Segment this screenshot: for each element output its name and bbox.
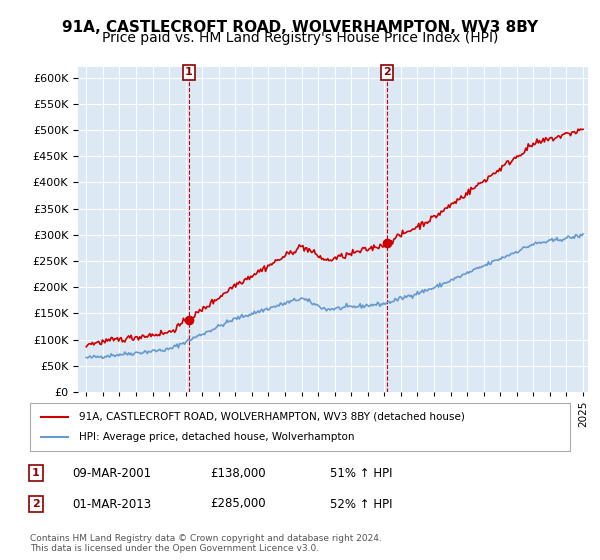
Text: Contains HM Land Registry data © Crown copyright and database right 2024.
This d: Contains HM Land Registry data © Crown c… (30, 534, 382, 553)
Text: £138,000: £138,000 (210, 466, 266, 480)
Text: 09-MAR-2001: 09-MAR-2001 (72, 466, 151, 480)
Text: £285,000: £285,000 (210, 497, 266, 511)
Text: 91A, CASTLECROFT ROAD, WOLVERHAMPTON, WV3 8BY: 91A, CASTLECROFT ROAD, WOLVERHAMPTON, WV… (62, 20, 538, 35)
FancyBboxPatch shape (30, 403, 570, 451)
Text: 2: 2 (383, 67, 391, 77)
Text: 2: 2 (32, 499, 40, 509)
Text: 1: 1 (185, 67, 193, 77)
Text: HPI: Average price, detached house, Wolverhampton: HPI: Average price, detached house, Wolv… (79, 432, 354, 442)
Text: Price paid vs. HM Land Registry's House Price Index (HPI): Price paid vs. HM Land Registry's House … (102, 31, 498, 45)
Text: 1: 1 (32, 468, 40, 478)
Text: 52% ↑ HPI: 52% ↑ HPI (330, 497, 392, 511)
Text: 51% ↑ HPI: 51% ↑ HPI (330, 466, 392, 480)
Text: 01-MAR-2013: 01-MAR-2013 (72, 497, 151, 511)
Text: 91A, CASTLECROFT ROAD, WOLVERHAMPTON, WV3 8BY (detached house): 91A, CASTLECROFT ROAD, WOLVERHAMPTON, WV… (79, 412, 464, 422)
